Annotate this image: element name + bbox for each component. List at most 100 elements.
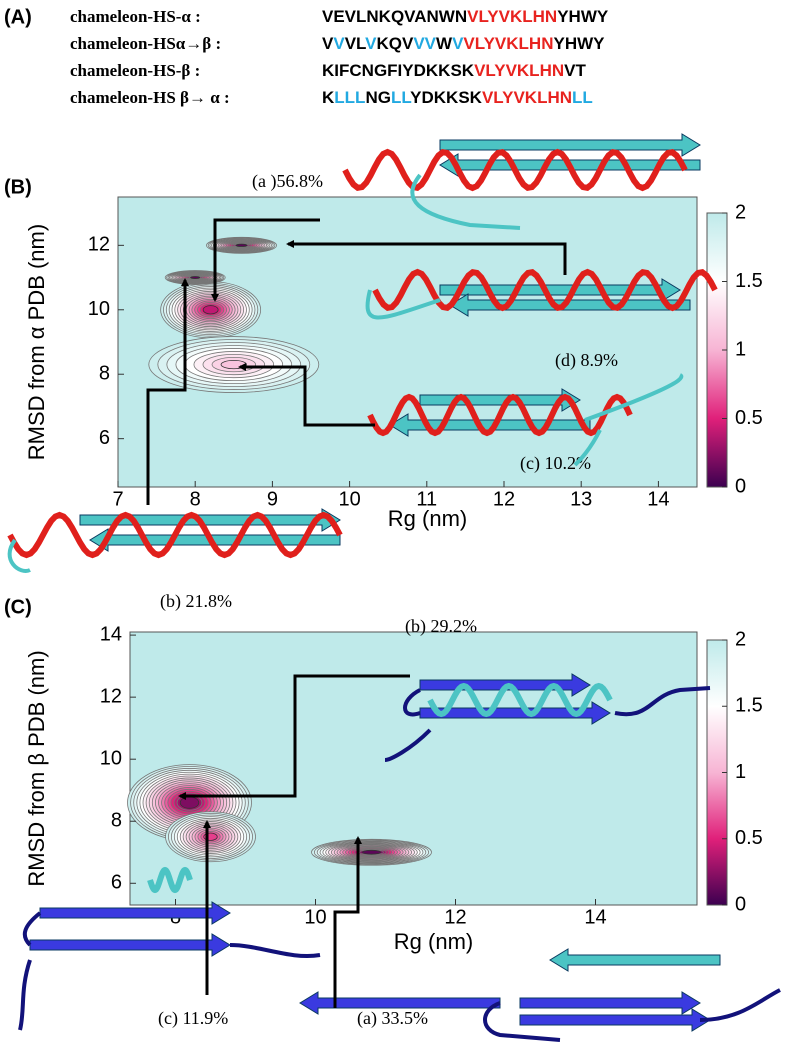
loop [410, 173, 521, 230]
residue-segment: KIFCNGFIYDKKSK [322, 61, 475, 80]
residue-segment: LLL [334, 88, 365, 107]
colorbar-tick-label: 2 [735, 628, 746, 650]
arrow [238, 363, 375, 427]
residue-segment: K [322, 88, 335, 107]
sequence: VEVLNKQVANWNVLYVKLHNYHWY [322, 7, 609, 26]
residue-segment: VLYVKLHN [482, 88, 572, 107]
arrow [333, 836, 362, 1008]
contour-minimum [190, 276, 201, 280]
loop [365, 289, 441, 320]
y-tick-label: 8 [99, 363, 110, 385]
x-axis-label: Rg (nm) [388, 506, 467, 531]
sequence-name: chameleon-HS β→ α : [70, 88, 230, 107]
arrow [211, 218, 320, 302]
x-tick-label: 8 [190, 488, 201, 510]
colorbar-tick-label: 1 [735, 338, 746, 360]
annotation: (d) 8.9% [555, 350, 618, 371]
annotation: (c) 10.2% [520, 453, 591, 474]
residue-segment: V [333, 34, 345, 53]
helix [7, 511, 343, 559]
residue-segment: V [365, 34, 377, 53]
strand [389, 413, 591, 437]
arrow [178, 674, 410, 800]
loop [483, 988, 781, 1042]
x-tick-label: 9 [267, 488, 278, 510]
residue-segment: YDKKSK [410, 88, 483, 107]
y-tick-label: 10 [100, 747, 122, 769]
contour-minimum [202, 305, 219, 315]
y-tick-label: 12 [100, 685, 122, 707]
residue-segment: KQV [377, 34, 415, 53]
annotation: (c) 11.9% [158, 1008, 228, 1029]
strand [519, 991, 701, 1015]
colorbar-tick-label: 2 [735, 201, 746, 223]
helix [372, 268, 718, 312]
sequence: KLLLNGLLYDKKSKVLYVKLHNLL [322, 88, 593, 107]
annotation: (b) 21.8% [160, 591, 232, 612]
strand [449, 293, 691, 317]
helix [367, 393, 633, 437]
sequence-name: chameleon-HSα→β : [70, 34, 221, 53]
loop [573, 373, 684, 467]
residue-segment: W [436, 34, 453, 53]
residue-segment: VLYVKLHN [463, 34, 553, 53]
residue-segment: VLYVKLHN [474, 61, 564, 80]
x-tick-label: 10 [338, 488, 360, 510]
panel-label: (B) [4, 176, 32, 198]
strand [29, 933, 231, 957]
residue-segment: VV [413, 34, 436, 53]
residue-segment: V [452, 34, 464, 53]
y-axis-label: RMSD from β PDB (nm) [24, 650, 49, 886]
residue-segment: NG [365, 88, 391, 107]
residue-segment: V [322, 34, 334, 53]
x-axis-label: Rg (nm) [394, 929, 473, 954]
strand [519, 1008, 711, 1032]
y-tick-label: 10 [88, 298, 110, 320]
x-tick-label: 11 [416, 488, 437, 510]
residue-segment: VT [564, 61, 586, 80]
y-axis-label: RMSD from α PDB (nm) [24, 224, 49, 460]
panel-label: (A) [4, 6, 32, 28]
residue-segment: YHWY [553, 34, 605, 53]
x-tick-label: 7 [112, 488, 123, 510]
colorbar-tick-label: 0.5 [735, 827, 763, 849]
sequence-list: chameleon-HS-α : VEVLNKQVANWNVLYVKLHNYHWY… [70, 7, 609, 108]
annotation: (a) 33.5% [357, 1008, 428, 1029]
y-tick-label: 8 [111, 810, 122, 832]
colorbar-tick-label: 1.5 [735, 695, 763, 717]
helix [147, 866, 193, 894]
colorbar-tick-label: 1.5 [735, 270, 763, 292]
colorbar-tick-label: 0 [735, 475, 746, 497]
arrows [146, 218, 567, 1008]
contour-minimum [179, 796, 200, 809]
sequence-name: chameleon-HS-β : [70, 61, 200, 80]
contour-minimum [235, 243, 248, 247]
strand [299, 991, 501, 1015]
structures [7, 133, 781, 1042]
x-tick-label: 12 [493, 488, 515, 510]
y-tick-label: 6 [99, 427, 110, 449]
sequence: KIFCNGFIYDKKSKVLYVKLHNVT [322, 61, 586, 80]
strand [419, 701, 611, 725]
x-tick-label: 14 [584, 906, 606, 928]
residue-segment: VLYVKLHN [467, 7, 557, 26]
strand [39, 901, 231, 925]
colorbar-tick-label: 0 [735, 893, 746, 915]
helix [427, 682, 613, 718]
y-tick-label: 12 [88, 234, 110, 256]
x-tick-label: 10 [304, 906, 326, 928]
strand [439, 133, 701, 157]
x-tick-label: 13 [570, 488, 592, 510]
residue-segment: VL [345, 34, 366, 53]
arrow [286, 240, 567, 275]
annotation: (a )56.8% [252, 171, 323, 192]
loop [384, 686, 711, 762]
residue-segment: YHWY [557, 7, 609, 26]
y-tick-label: 6 [111, 872, 122, 894]
strand [549, 948, 721, 972]
annotation: (b) 29.2% [405, 616, 477, 637]
strand [439, 278, 681, 302]
